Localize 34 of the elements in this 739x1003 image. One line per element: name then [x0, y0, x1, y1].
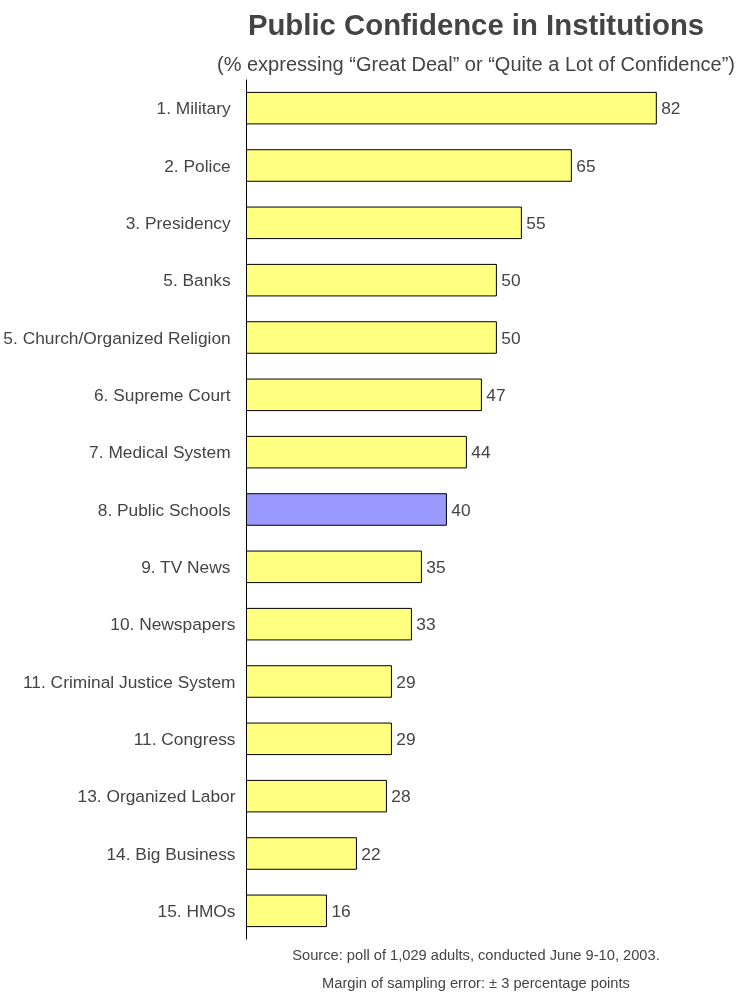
data-label: 50	[501, 270, 521, 291]
data-label: 16	[331, 900, 351, 921]
data-label: 82	[661, 98, 681, 119]
data-label: 22	[361, 843, 381, 864]
data-label: 29	[396, 671, 416, 692]
data-label: 44	[471, 442, 491, 463]
text: Margin of sampling error: ± 3 percentage points	[322, 974, 630, 991]
y-tick-label: 14. Big Business	[106, 843, 236, 864]
y-tick-label: 10. Newspapers	[110, 614, 236, 635]
source-note: Source: poll of 1,029 adults, conducted June 9-10, 2003.	[292, 946, 660, 963]
y-tick-label: 7. Medical System	[89, 442, 231, 463]
y-tick-label: 3. Presidency	[125, 212, 232, 233]
y-tick-label: 6. Supreme Court	[93, 384, 231, 405]
y-tick-label: 15. HMOs	[157, 900, 236, 921]
y-tick-label: 1. Military	[156, 98, 232, 119]
y-tick-label: 13. Organized Labor	[77, 786, 236, 807]
y-tick-label: 5. Church/Organized Religion	[3, 327, 231, 348]
data-label: 50	[501, 327, 521, 348]
y-tick-label: 5. Banks	[163, 270, 232, 291]
data-label: 35	[426, 556, 446, 577]
y-tick-label: 11. Congress	[133, 728, 236, 749]
y-tick-label: 11. Criminal Justice System	[23, 671, 236, 692]
y-tick-label: 2. Police	[164, 155, 231, 176]
data-label: 29	[396, 728, 416, 749]
y-tick-label: 9. TV News	[141, 556, 231, 577]
data-label: 33	[416, 614, 436, 635]
data-label: 55	[526, 212, 546, 233]
chart-subtitle: (% expressing “Great Deal” or “Quite a Lot of Confidence”)	[217, 52, 735, 75]
y-tick-label: 8. Public Schools	[97, 499, 232, 520]
data-label: 28	[391, 786, 411, 807]
chart-title: Public Confidence in Institutions	[247, 7, 705, 41]
data-label: 65	[576, 155, 596, 176]
data-label: 47	[486, 384, 506, 405]
data-label: 40	[451, 499, 471, 520]
